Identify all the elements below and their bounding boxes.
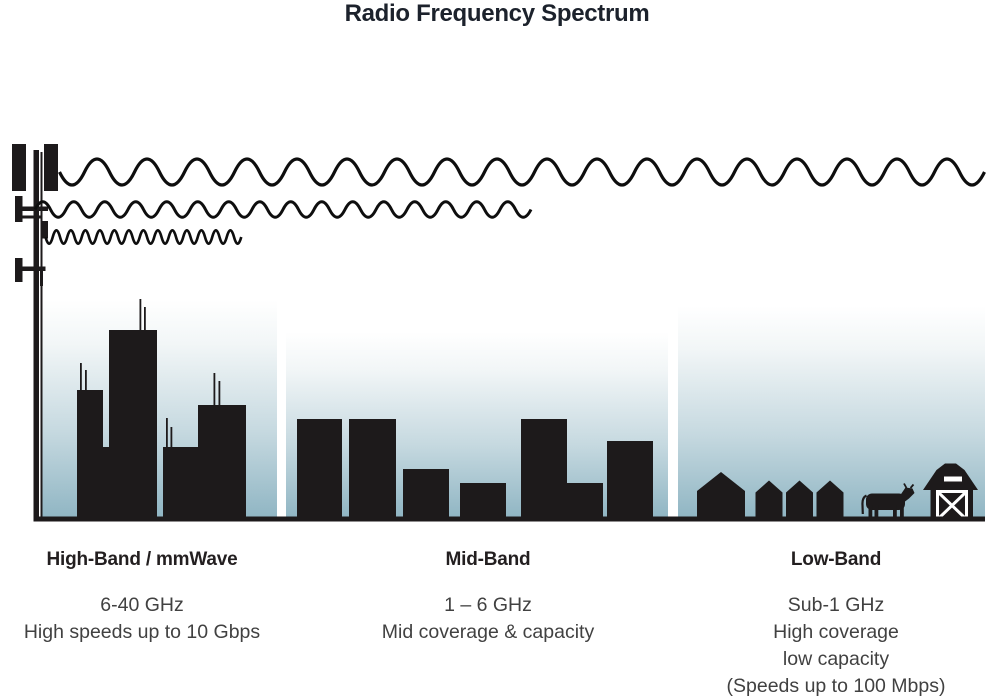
ground-line [33, 516, 985, 522]
town-skyline-mid-band [297, 419, 653, 519]
low-band-speed: (Speeds up to 100 Mbps) [726, 675, 946, 697]
high-band-frequency: 6-40 GHz [100, 594, 184, 616]
high-band-heading: High-Band / mmWave [46, 549, 238, 570]
band-label-high: High-Band / mmWave 6-40 GHz High speeds … [22, 549, 262, 646]
mid-band-frequency: 1 – 6 GHz [444, 594, 532, 616]
barn-icon [923, 463, 978, 520]
high-band-description: High speeds up to 10 Gbps [23, 621, 261, 643]
diagram-title: Radio Frequency Spectrum [344, 0, 650, 27]
house-icon [697, 472, 745, 519]
spectrum-illustration [12, 144, 986, 522]
city-skyline-high-band [77, 299, 246, 519]
rural-houses [697, 472, 844, 519]
low-band-capacity: low capacity [782, 648, 890, 670]
mid-band-heading: Mid-Band [445, 549, 531, 570]
short-wave-icon [44, 229, 243, 245]
band-label-mid: Mid-Band 1 – 6 GHz Mid coverage & capaci… [368, 549, 608, 646]
house-icon [755, 480, 783, 519]
cow-icon [861, 483, 915, 519]
low-band-frequency: Sub-1 GHz [787, 594, 885, 616]
cell-tower-icon [12, 144, 58, 519]
house-icon [786, 480, 813, 519]
mid-band-description: Mid coverage & capacity [381, 621, 595, 643]
medium-wave-icon [33, 200, 533, 219]
band-label-low: Low-Band Sub-1 GHz High coverage low cap… [716, 549, 956, 700]
house-icon [816, 480, 844, 519]
long-wave-icon [58, 157, 986, 187]
low-band-coverage: High coverage [773, 621, 899, 643]
low-band-heading: Low-Band [790, 549, 882, 570]
